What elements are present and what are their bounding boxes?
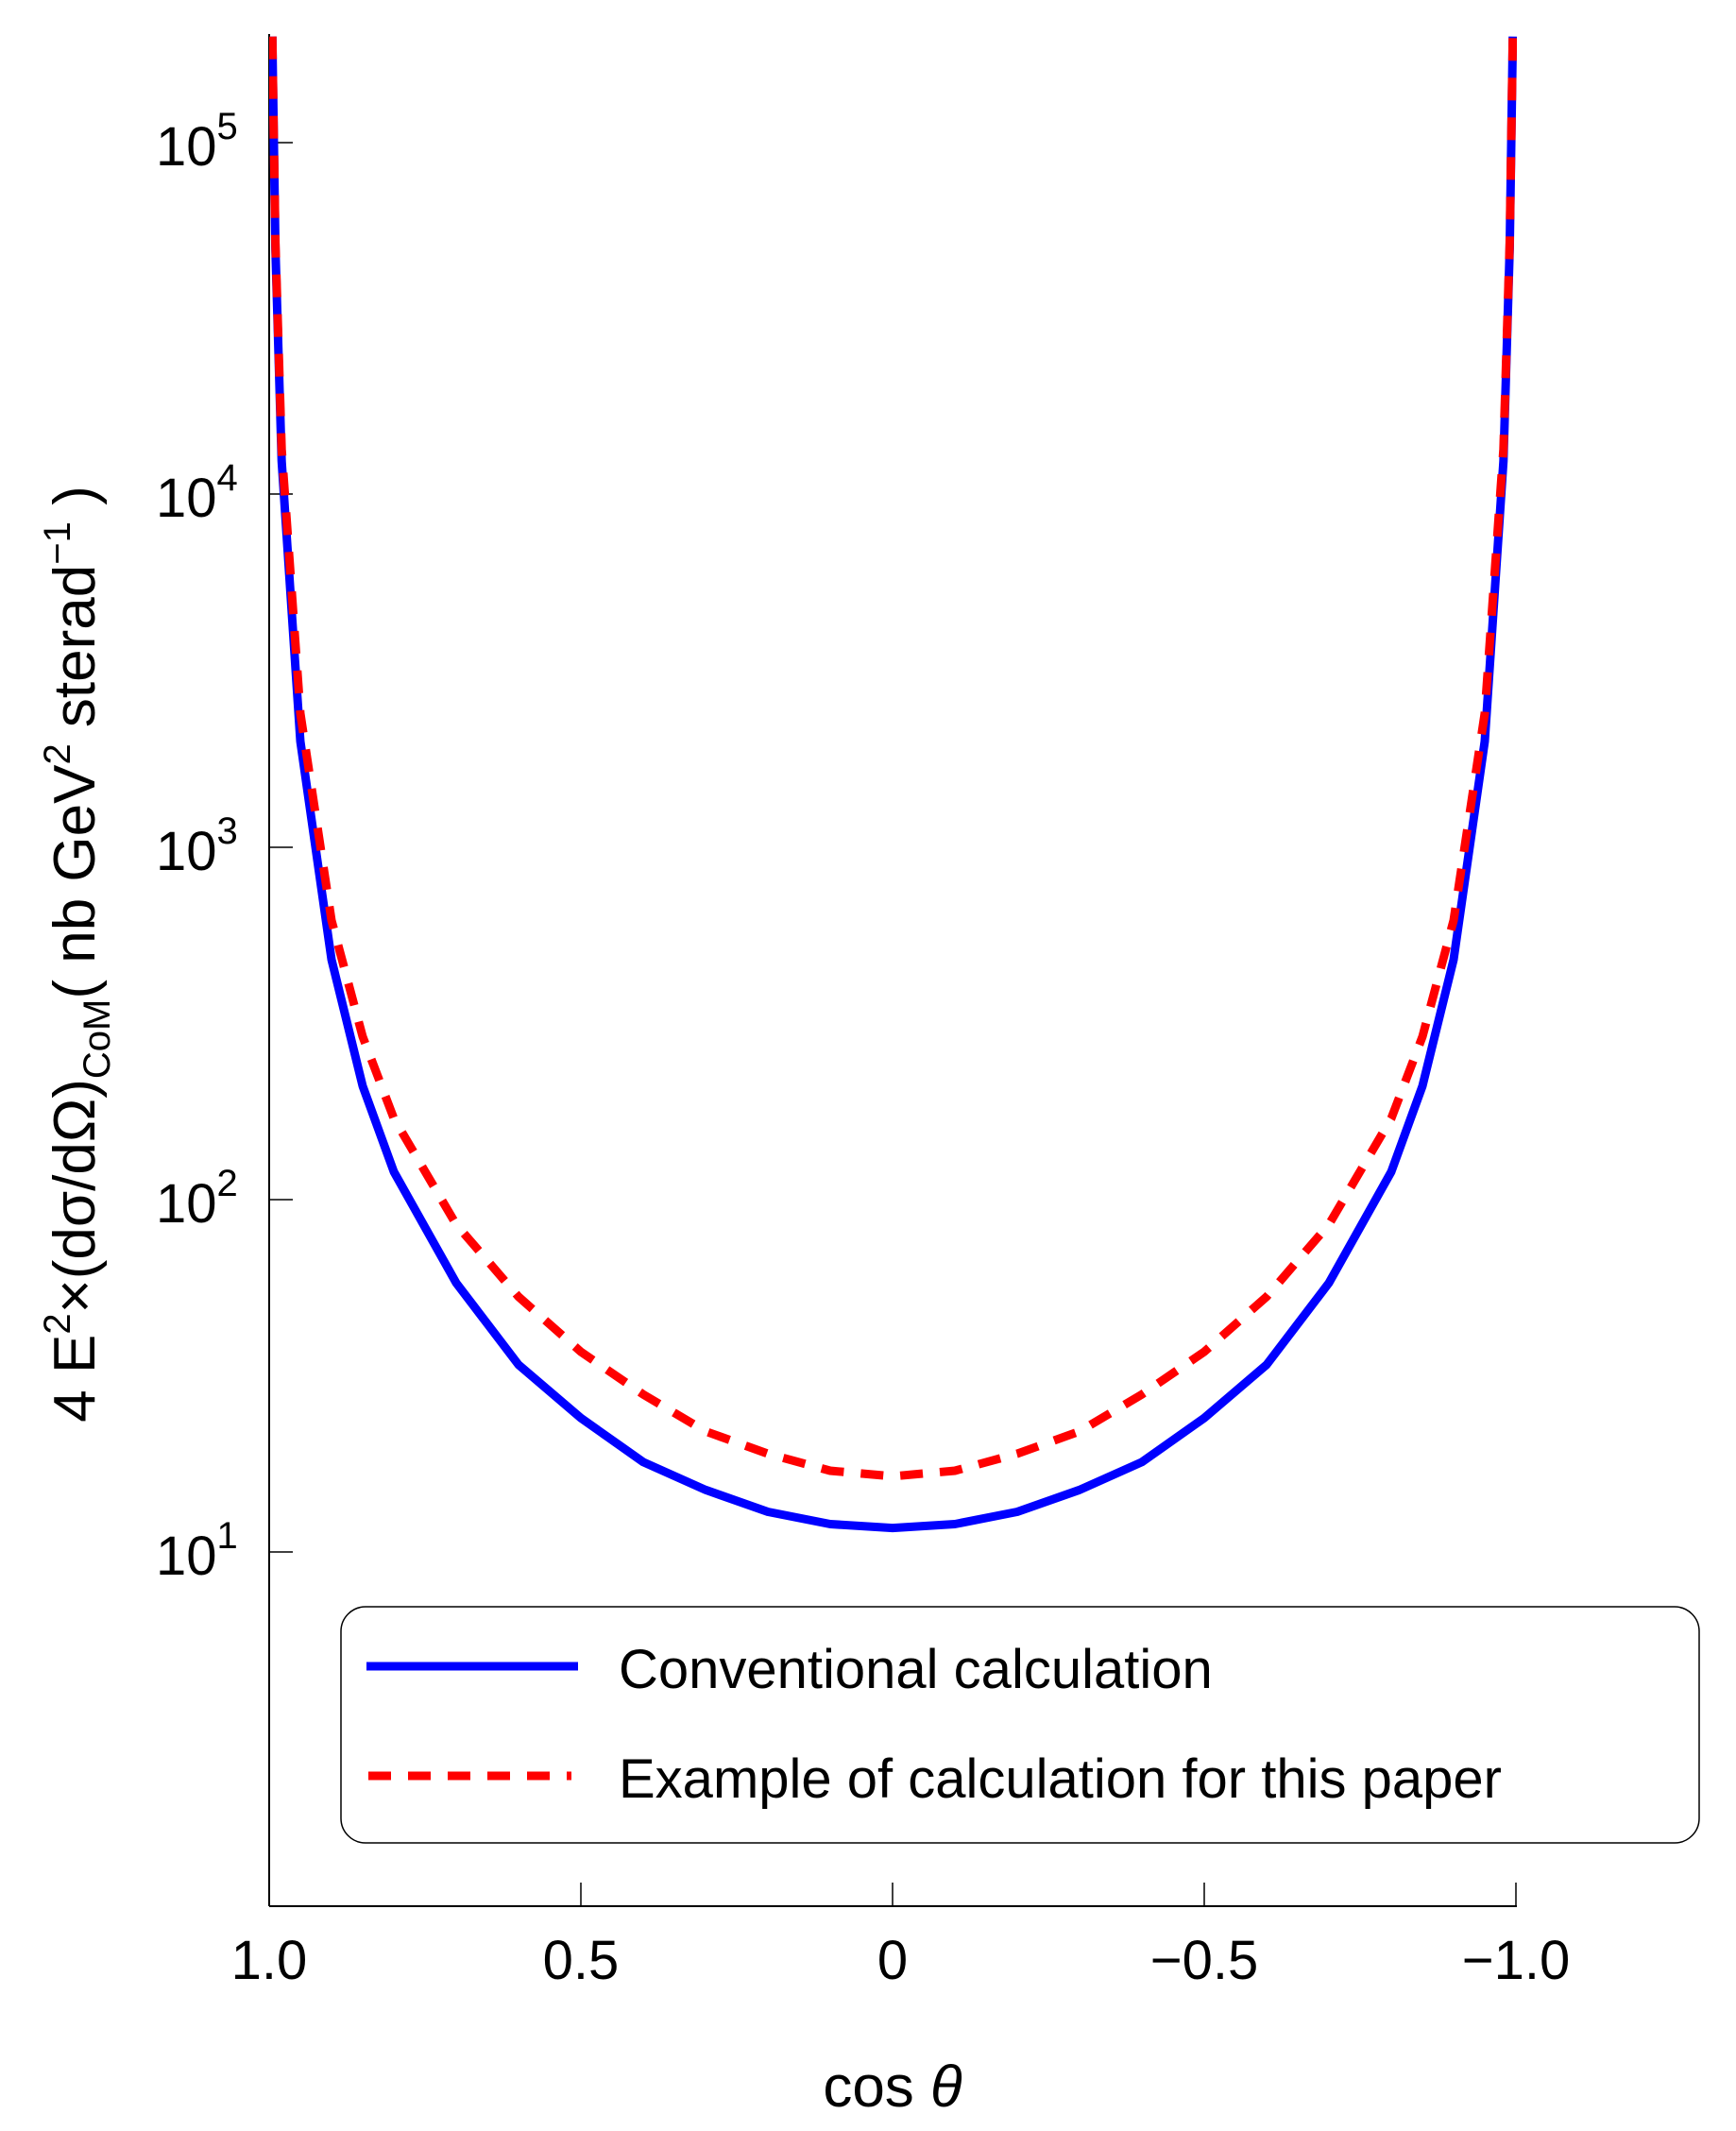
x-axis-title: cos θ xyxy=(823,2054,962,2120)
svg-text:−0.5: −0.5 xyxy=(1150,1930,1259,1991)
series-conventional-line xyxy=(269,36,1517,1533)
x-ticks xyxy=(580,1883,1517,1906)
svg-text:101: 101 xyxy=(156,1515,238,1587)
svg-text:1.0: 1.0 xyxy=(231,1930,308,1991)
legend-label-conventional: Conventional calculation xyxy=(619,1639,1213,1700)
legend: Conventional calculation Example of calc… xyxy=(340,1606,1700,1844)
svg-text:0.5: 0.5 xyxy=(543,1930,620,1991)
x-tick-labels: 1.0 0.5 0 −0.5 −1.0 xyxy=(231,1930,1571,1991)
svg-text:0: 0 xyxy=(877,1930,908,1991)
legend-label-paper: Example of calculation for this paper xyxy=(619,1748,1502,1810)
svg-text:−1.0: −1.0 xyxy=(1462,1930,1571,1991)
y-axis-title: 4 E2×(dσ/dΩ)CoM( nb GeV2 sterad−1 ) xyxy=(37,486,118,1422)
svg-text:103: 103 xyxy=(156,810,238,882)
svg-text:104: 104 xyxy=(156,457,238,529)
legend-box xyxy=(340,1606,1700,1844)
svg-text:105: 105 xyxy=(156,106,238,178)
series-paper-line xyxy=(269,36,1517,1481)
svg-text:102: 102 xyxy=(156,1163,238,1235)
y-tick-labels: 105 104 103 102 101 xyxy=(156,106,238,1587)
